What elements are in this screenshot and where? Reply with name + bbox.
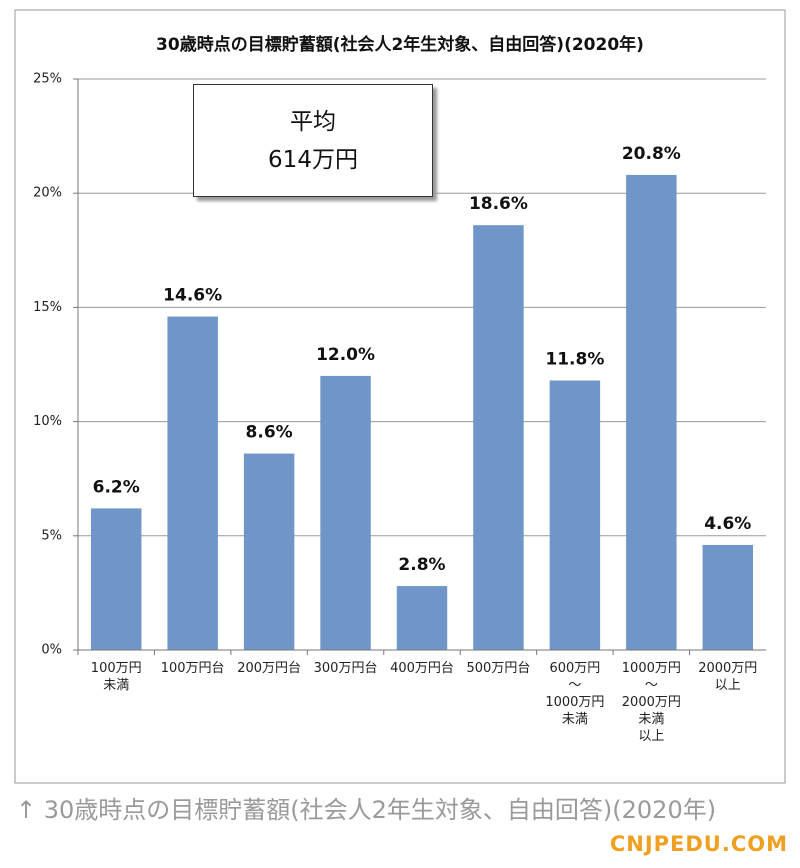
- y-tick-label: 15%: [33, 300, 62, 315]
- bar: [702, 544, 754, 650]
- value-label: 2.8%: [398, 555, 445, 575]
- x-tick-label: 100万円台: [160, 661, 225, 676]
- caption: ↑ 30歳時点の目標貯蓄額(社会人2年生対象、自由回答)(2020年): [16, 796, 717, 824]
- x-tick-label: 100万円 未満: [90, 661, 142, 693]
- value-label: 14.6%: [163, 286, 222, 306]
- value-label: 8.6%: [246, 423, 293, 443]
- annotation: 平均 614万円: [193, 84, 433, 197]
- y-tick-label: 0%: [41, 643, 62, 658]
- y-tick-label: 20%: [33, 186, 62, 201]
- bar: [167, 316, 218, 650]
- bar: [626, 174, 677, 651]
- x-tick-label: 400万円台: [390, 661, 454, 676]
- value-label: 12.0%: [316, 345, 375, 365]
- y-tick-label: 5%: [41, 528, 62, 543]
- bar: [396, 586, 448, 650]
- value-label: 11.8%: [545, 349, 604, 369]
- value-label: 20.8%: [622, 144, 681, 164]
- value-label: 18.6%: [469, 194, 528, 214]
- value-label: 4.6%: [704, 514, 751, 534]
- x-tick-label: 1000万円 〜 2000万円 未満 以上: [621, 661, 681, 744]
- x-tick-label: 300万円台: [313, 661, 378, 676]
- bar: [549, 380, 601, 650]
- y-tick-label: 25%: [33, 72, 62, 87]
- watermark: CNJPEDU.COM: [609, 832, 788, 856]
- chart-title: 30歳時点の目標貯蓄額(社会人2年生対象、自由回答)(2020年): [156, 34, 644, 55]
- value-label: 6.2%: [93, 477, 140, 497]
- bar: [320, 375, 371, 650]
- x-tick-label: 600万円 〜 1000万円 未満: [545, 661, 605, 727]
- bar: [90, 508, 142, 650]
- bar: [243, 453, 295, 650]
- x-tick-label: 200万円台: [237, 661, 302, 676]
- x-tick-label: 2000万円 以上: [698, 661, 758, 693]
- y-tick-label: 10%: [33, 414, 62, 429]
- bar: [473, 225, 524, 650]
- x-tick-label: 500万円台: [466, 661, 531, 676]
